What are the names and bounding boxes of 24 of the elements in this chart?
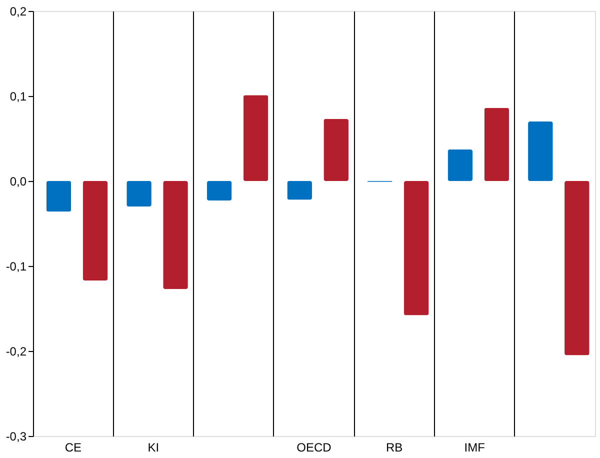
bar: [448, 150, 473, 181]
y-tick-label: -0,2: [6, 344, 27, 358]
x-tick-label: IMF: [464, 440, 485, 454]
bar: [404, 181, 429, 316]
x-tick-label: OECD: [296, 440, 332, 454]
bar: [82, 181, 108, 280]
x-tick-label: RB: [386, 440, 403, 454]
y-tick-label: 0,1: [10, 90, 27, 104]
bar: [287, 181, 312, 200]
y-tick-label: 0,0: [10, 174, 27, 188]
bar: [46, 181, 72, 212]
bar: [528, 122, 553, 181]
bar: [163, 181, 188, 289]
bar: [243, 95, 268, 181]
bar: [126, 181, 152, 206]
x-tick-label: KI: [148, 440, 160, 454]
y-tick-label: 0,2: [10, 4, 27, 18]
y-tick-label: -0,1: [6, 260, 27, 274]
bar: [206, 181, 232, 201]
bar: [564, 181, 590, 356]
y-tick-label: -0,3: [6, 430, 27, 444]
x-tick-label: CE: [64, 440, 82, 454]
bar: [484, 108, 510, 181]
bar: [324, 118, 348, 181]
